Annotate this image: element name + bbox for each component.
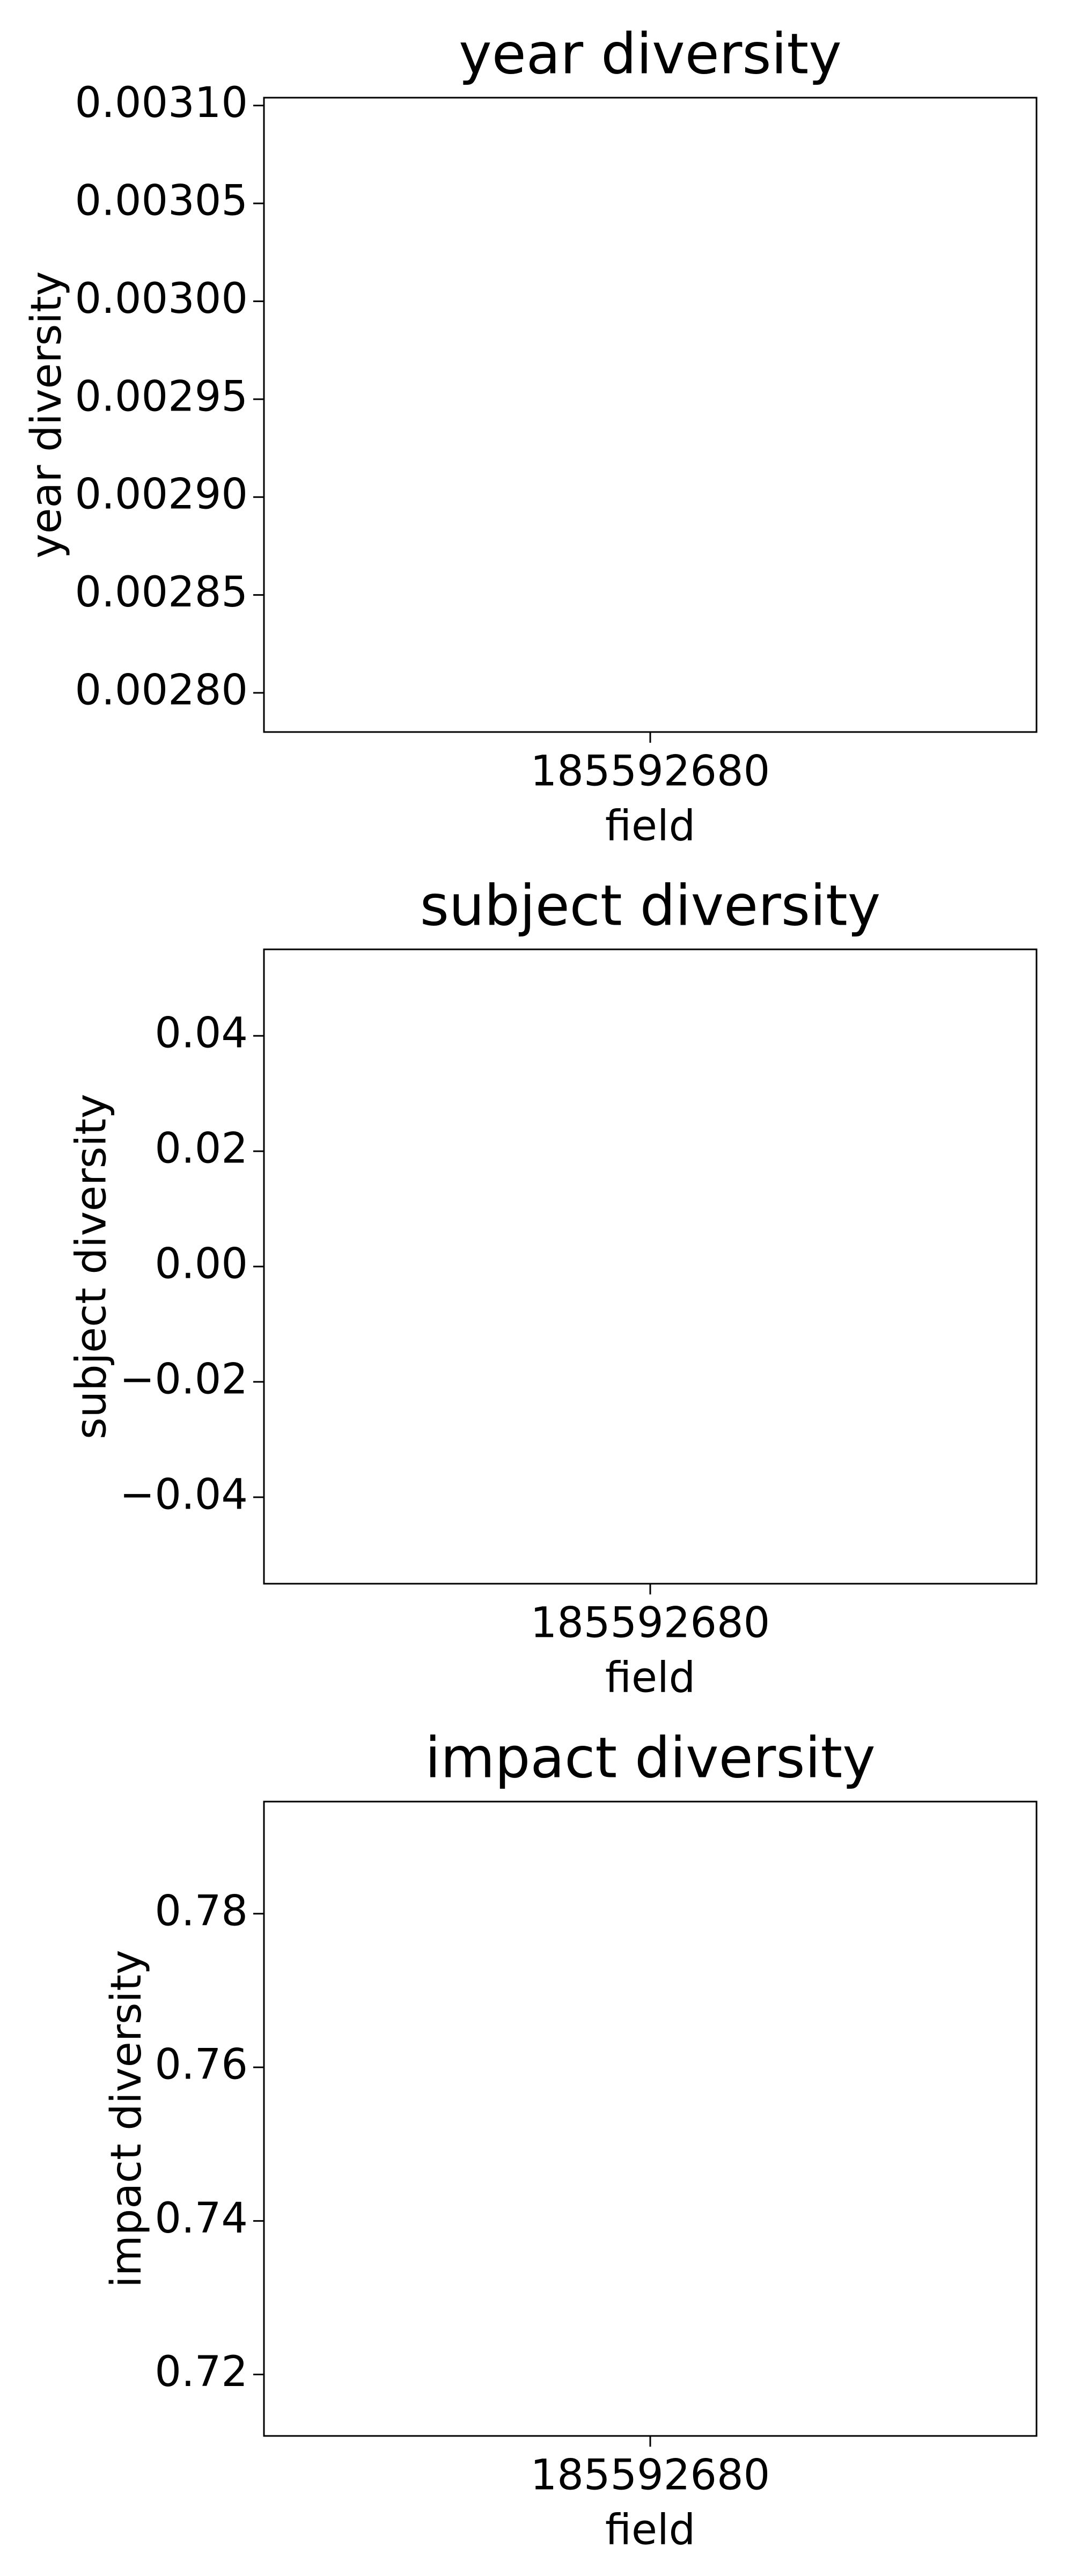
x-tick-label: 185592680 [531,2451,770,2499]
chart-title: year diversity [459,21,842,86]
plot-frame [263,948,1038,1585]
y-tick-label: 0.00300 [75,275,248,323]
y-tick-label: 0.00305 [75,177,248,225]
plot-frame [263,1801,1038,2437]
x-axis-label: field [605,2506,695,2554]
y-tick-label: 0.04 [155,1009,248,1058]
y-tick-label: 0.78 [155,1887,248,1935]
y-axis-label: subject diversity [67,1094,115,1439]
chart-title: subject diversity [420,873,881,938]
y-axis-label: impact diversity [102,1950,151,2288]
y-tick-label: 0.02 [155,1125,248,1173]
y-axis-label: year diversity [23,271,71,558]
plot-frame [263,97,1038,733]
x-tick-label: 185592680 [531,1599,770,1647]
y-tick-label: −0.02 [120,1355,248,1403]
y-tick-label: 0.00 [155,1240,248,1288]
y-tick-label: 0.76 [155,2041,248,2089]
y-tick-label: 0.00280 [75,667,248,715]
y-tick-label: 0.00290 [75,471,248,519]
y-tick-label: 0.72 [155,2348,248,2396]
x-tick-label: 185592680 [531,747,770,795]
y-tick-label: 0.74 [155,2194,248,2243]
y-tick-label: 0.00310 [75,79,248,127]
y-tick-label: 0.00285 [75,568,248,617]
y-tick-label: −0.04 [120,1470,248,1519]
x-axis-label: field [605,1653,695,1702]
x-axis-label: field [605,802,695,850]
y-tick-label: 0.00295 [75,372,248,421]
chart-title: impact diversity [425,1725,876,1790]
